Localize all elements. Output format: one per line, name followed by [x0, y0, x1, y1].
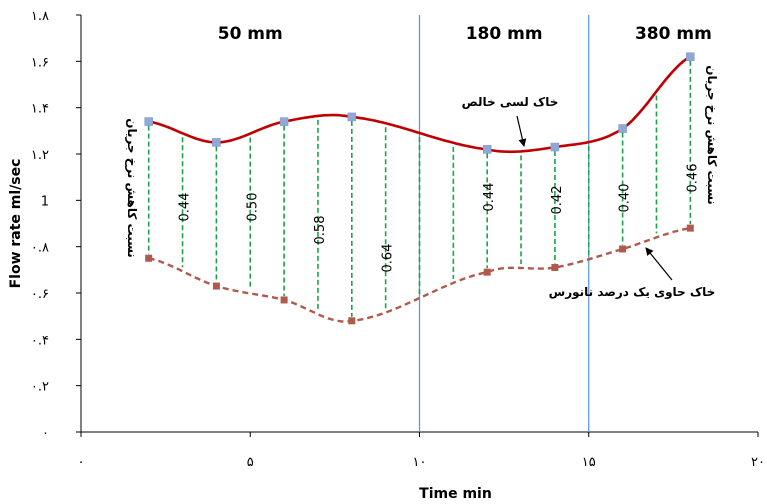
x-axis-title: Time min: [419, 486, 492, 502]
x-tick-label: ۱۰: [413, 455, 427, 470]
y-tick-label: ۱.۴: [31, 102, 49, 117]
series-point-nanoclay: [483, 268, 491, 276]
series-point-nanoclay: [280, 296, 288, 304]
series-point-nanoclay: [145, 254, 153, 262]
reduction-ratio-label: 0.44: [482, 183, 497, 212]
y-tick-label: ۰.۶: [31, 287, 49, 302]
y-tick-label: ۱.۲: [31, 148, 49, 163]
y-tick-label: ۱.۶: [31, 55, 49, 70]
region-dividers: [418, 15, 590, 432]
series-point-nanoclay: [551, 264, 559, 272]
series-layer: [144, 52, 695, 325]
series-point-pure-loess: [279, 117, 289, 126]
series-annotation-nanoclay: خاک حاوی یک درصد نانورس: [549, 285, 716, 300]
series-line-nanoclay: [148, 226, 691, 323]
reduction-ratio-label: 0.42: [550, 186, 565, 215]
y-tick-label: 1: [41, 194, 49, 209]
reduction-ratio-label: 0.50: [245, 193, 260, 222]
x-tick-label: ۵: [247, 455, 254, 470]
labels-layer: 50 mm 180 mm 380 mm 0.44 0.50 0.58 0.64 0.44 0.4…: [125, 24, 719, 300]
region-label: 180 mm: [466, 24, 543, 44]
series-point-nanoclay: [686, 224, 694, 232]
x-tick-label: ۱۵: [582, 455, 596, 470]
reduction-ratio-label: 0.40: [618, 184, 633, 213]
reduction-ratio-label: 0.44: [178, 193, 193, 222]
side-label-right: نسبت کاهش نرخ جریان: [705, 65, 719, 205]
series-point-pure-loess: [550, 142, 560, 152]
side-label-left: نسبت کاهش نرخ جریان: [125, 118, 139, 258]
series-point-nanoclay: [619, 245, 627, 253]
y-tick-label: ۰: [42, 426, 49, 441]
y-axis-title: Flow rate ml/sec: [8, 159, 24, 289]
series-point-pure-loess: [212, 138, 221, 147]
series-point-nanoclay: [212, 282, 220, 290]
reduction-connectors: [147, 60, 692, 317]
region-label: 50 mm: [218, 24, 283, 44]
series-point-pure-loess: [686, 52, 695, 61]
annotation-arrow: [645, 247, 673, 281]
axes: ۰ ۰.۲ ۰.۴ ۰.۶ ۰.۸ 1 ۱.۲ ۱.۴ ۱.۶ ۱.۸ ۰ ۵ ۱۰ ۱۵ ۲۰ Time m…: [8, 9, 765, 502]
y-tick-label: ۰.۸: [31, 241, 49, 256]
region-label: 380 mm: [635, 24, 712, 44]
series-point-pure-loess: [618, 124, 627, 133]
y-tick-label: ۱.۸: [31, 9, 49, 24]
series-annotation-pure-loess: خاک لسی خالص: [462, 95, 559, 109]
series-line-pure-loess: [148, 55, 691, 154]
x-tick-label: ۰: [78, 455, 85, 470]
y-tick-label: ۰.۲: [31, 380, 49, 395]
reduction-ratio-label: 0.46: [685, 164, 700, 193]
annotation-arrow: [516, 115, 527, 147]
series-point-pure-loess: [347, 112, 357, 122]
x-tick-label: ۲۰: [751, 455, 765, 470]
reduction-ratio-label: 0.64: [381, 244, 396, 273]
y-tick-label: ۰.۴: [31, 333, 49, 348]
reduction-ratio-label: 0.58: [313, 216, 328, 245]
series-point-nanoclay: [348, 317, 356, 325]
series-point-pure-loess: [482, 145, 492, 154]
series-point-pure-loess: [144, 117, 153, 126]
